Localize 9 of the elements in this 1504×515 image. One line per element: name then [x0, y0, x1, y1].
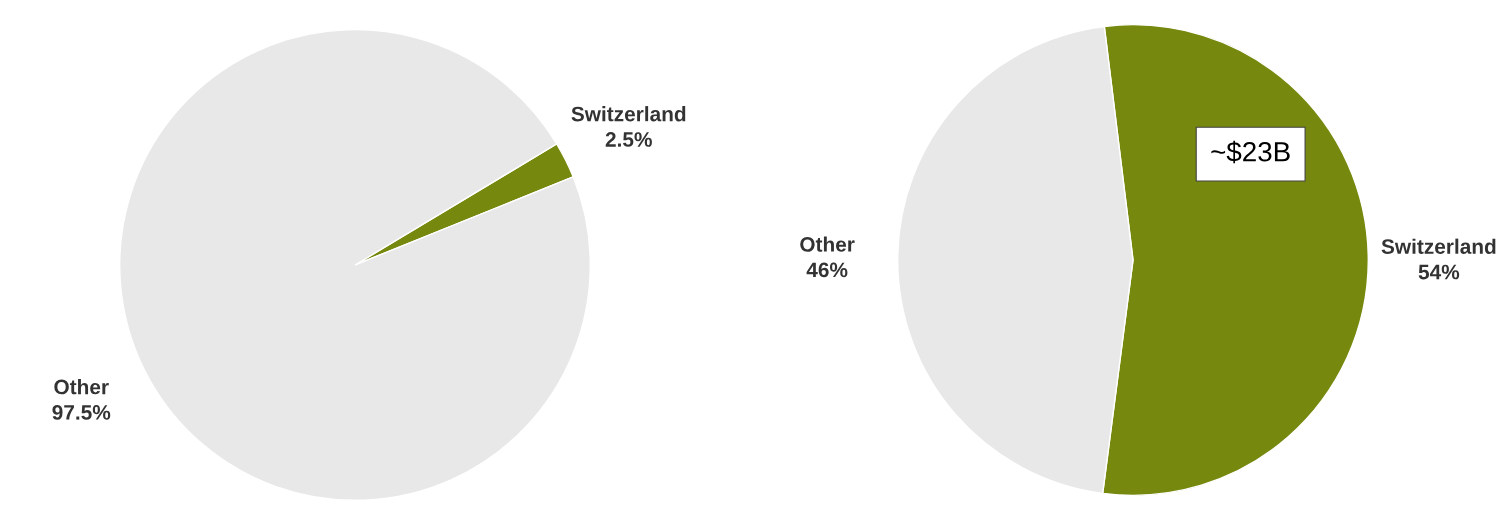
- text: ~$23B: [1211, 140, 1290, 164]
- data-label: 2.5%: [605, 132, 652, 147]
- slice-label: Other: [54, 379, 109, 395]
- slice-label: Other: [800, 236, 855, 252]
- data-label: 46%: [806, 262, 848, 278]
- slice-label: Switzerland: [571, 106, 686, 122]
- data-label: 97.5%: [52, 405, 111, 420]
- data-label: 54%: [1418, 264, 1460, 280]
- slice-label: Switzerland: [1381, 238, 1496, 254]
